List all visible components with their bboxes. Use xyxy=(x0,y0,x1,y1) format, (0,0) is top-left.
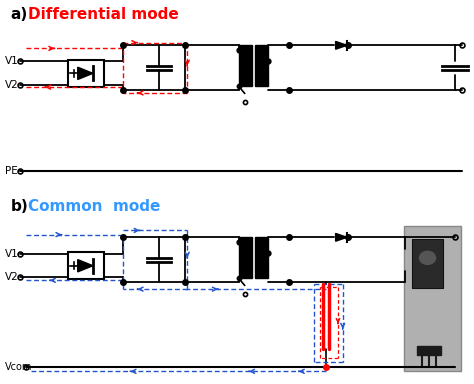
Text: b): b) xyxy=(10,199,28,214)
Text: PE: PE xyxy=(5,166,18,176)
Text: V2: V2 xyxy=(5,80,18,90)
Text: V1: V1 xyxy=(5,56,18,66)
Bar xyxy=(69,60,104,87)
Bar xyxy=(404,226,461,371)
Circle shape xyxy=(419,252,436,264)
Text: V1: V1 xyxy=(5,249,18,259)
Text: a): a) xyxy=(10,7,27,22)
Polygon shape xyxy=(336,233,347,241)
Bar xyxy=(255,237,268,278)
Polygon shape xyxy=(336,41,347,49)
Text: V2: V2 xyxy=(5,272,18,282)
Bar xyxy=(412,239,443,288)
Polygon shape xyxy=(78,67,93,79)
Bar xyxy=(239,237,252,278)
Text: Vcom: Vcom xyxy=(5,362,32,372)
Bar xyxy=(69,252,104,279)
Polygon shape xyxy=(78,260,93,272)
Bar xyxy=(417,346,441,355)
Bar xyxy=(255,45,268,86)
Text: Differential mode: Differential mode xyxy=(28,7,179,22)
Bar xyxy=(239,45,252,86)
Text: Common  mode: Common mode xyxy=(28,199,161,214)
